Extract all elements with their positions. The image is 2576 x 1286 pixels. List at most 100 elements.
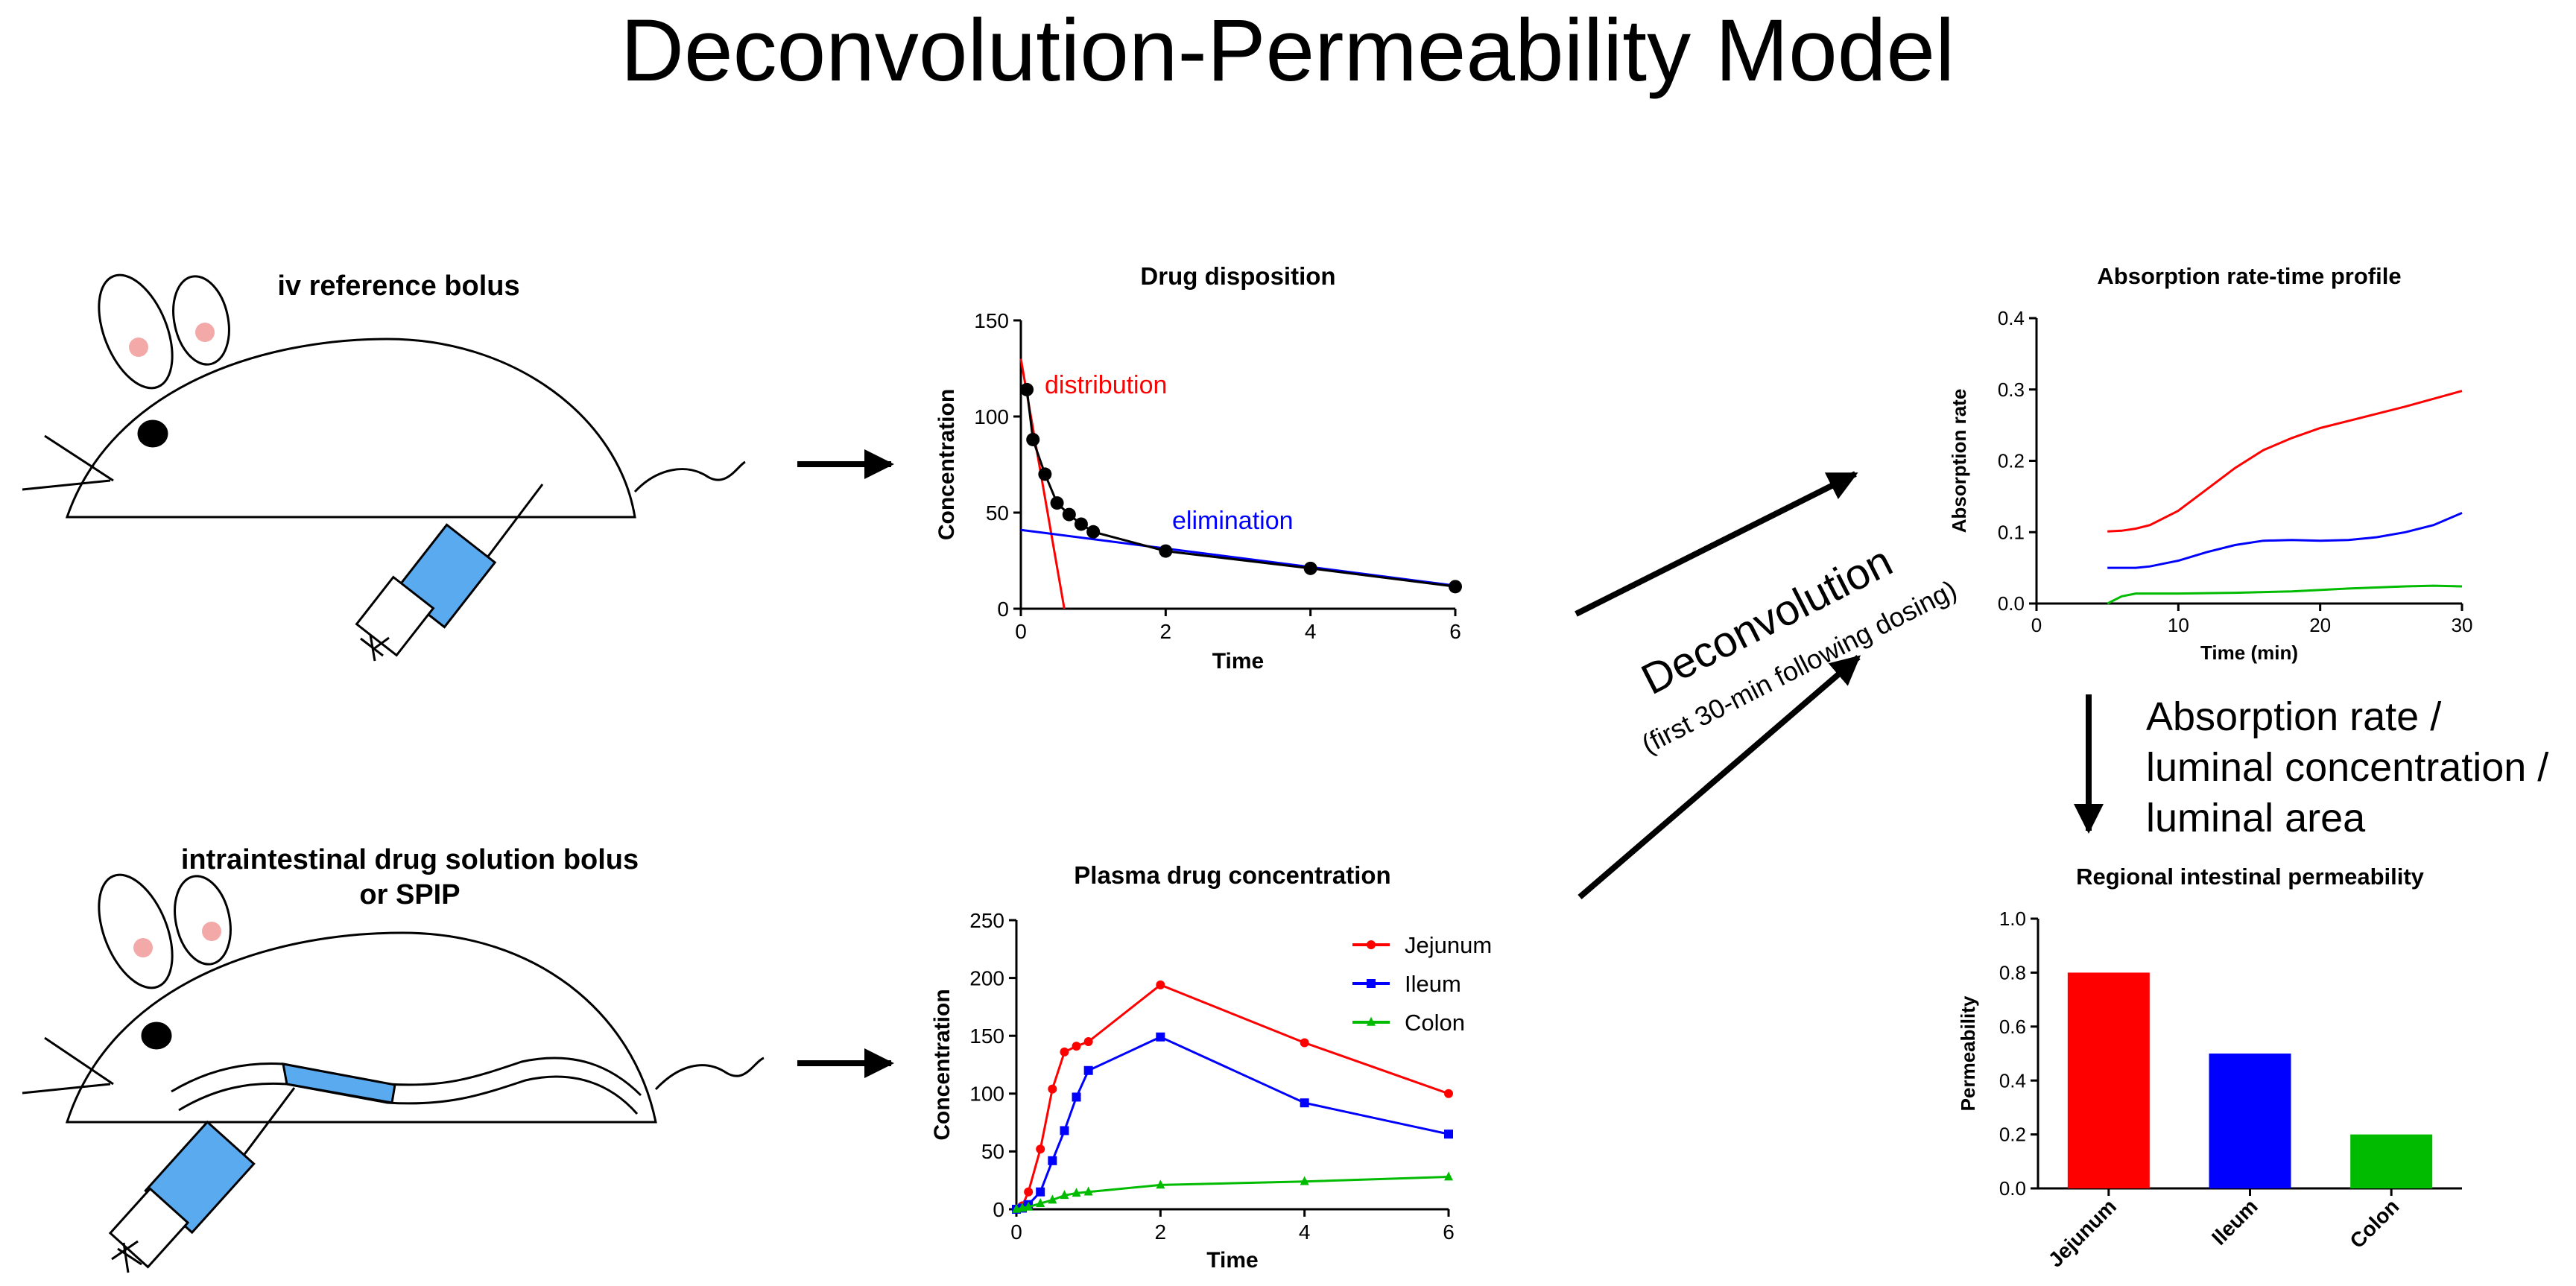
- data-point-jejunum: [1024, 1187, 1034, 1197]
- data-point-colon: [1024, 1201, 1034, 1211]
- data-point-ileum: [1083, 1065, 1093, 1075]
- y-tick-label: 0.8: [1999, 962, 2026, 984]
- mouse-body: [65, 931, 657, 1124]
- x-tick-label: 4: [1299, 1220, 1311, 1244]
- bar-jejunum: [2067, 972, 2150, 1188]
- data-point-ileum: [1156, 1032, 1165, 1042]
- y-tick-label: 0.0: [1998, 592, 2025, 615]
- mouse-tail: [633, 460, 746, 493]
- bar-ileum: [2209, 1054, 2291, 1188]
- intestine-tube: [171, 1057, 642, 1115]
- x-tick-label: 0: [2031, 614, 2042, 636]
- data-point-ileum: [1060, 1126, 1069, 1135]
- y-axis-label: Concentration: [930, 989, 955, 1140]
- iv-label: iv reference bolus: [277, 270, 519, 302]
- series-line-colon: [2107, 584, 2463, 605]
- data-point: [1050, 496, 1064, 510]
- mouse-whiskers: [22, 1036, 114, 1095]
- x-tick-label-colon: Colon: [2345, 1194, 2403, 1252]
- annotation-elimination: elimination: [1172, 507, 1294, 535]
- data-point: [1159, 544, 1173, 558]
- data-point-colon: [1300, 1176, 1309, 1185]
- data-point: [1062, 507, 1076, 522]
- arrow-deconvolution-upper: [1575, 471, 1858, 617]
- data-point-ileum: [1444, 1130, 1453, 1139]
- mouse-tail: [654, 1057, 765, 1091]
- data-point-jejunum: [1156, 980, 1165, 989]
- legend-label-ileum: Ileum: [1405, 971, 1461, 997]
- legend-label-colon: Colon: [1405, 1010, 1465, 1036]
- data-point-ileum: [1048, 1156, 1057, 1165]
- formula-line-3: luminal area: [2146, 796, 2366, 840]
- mouse-eye: [141, 1021, 172, 1050]
- data-point-ileum: [1300, 1098, 1309, 1108]
- mouse-body: [65, 338, 636, 519]
- y-tick-label: 0.3: [1998, 378, 2025, 401]
- data-point: [1026, 432, 1040, 446]
- x-tick-label: 4: [1305, 620, 1317, 643]
- mouse-ear-front: [172, 275, 230, 366]
- data-point: [1449, 580, 1462, 594]
- mouse-whiskers: [22, 434, 114, 491]
- x-tick-label: 6: [1443, 1220, 1455, 1244]
- data-point-colon: [1048, 1194, 1057, 1204]
- arrow-deconvolution-lower: [1577, 654, 1861, 900]
- x-tick-label: 0: [1015, 620, 1027, 643]
- data-point-jejunum: [1036, 1144, 1045, 1154]
- y-tick-label: 200: [969, 966, 1004, 989]
- legend-marker-ileum: [1367, 979, 1376, 988]
- series-line-jejunum: [1016, 983, 1449, 1211]
- data-point-jejunum: [1072, 1042, 1081, 1051]
- ear-pink-dot: [195, 323, 215, 342]
- data-point: [1074, 517, 1088, 531]
- data-point-jejunum: [1300, 1038, 1309, 1048]
- intestine-segment: [282, 1062, 396, 1104]
- x-tick-label-ileum: Ileum: [2207, 1194, 2262, 1249]
- data-point-colon: [1444, 1171, 1453, 1181]
- data-point-jejunum: [1444, 1089, 1453, 1098]
- y-tick-label: 0.4: [1999, 1069, 2026, 1092]
- data-point-ileum: [1036, 1187, 1045, 1197]
- chart-title: Absorption rate-time profile: [2097, 263, 2401, 289]
- formula-line-2: luminal concentration /: [2146, 745, 2548, 790]
- y-tick-label: 1.0: [1999, 908, 2026, 930]
- y-tick-label: 100: [974, 405, 1009, 428]
- mouse-eye: [137, 419, 168, 448]
- y-axis-label: Absorption rate: [1948, 389, 1970, 533]
- data-line: [1025, 389, 1456, 588]
- data-point-colon: [1036, 1198, 1045, 1208]
- intestinal-label-line2: or SPIP: [359, 879, 460, 910]
- data-point-colon: [1156, 1179, 1165, 1189]
- chart-absorption-rate-time-profile: 0 10 20 30 0.0 0.1 0.2 0.3 0.4 Absorption rate-ti…: [1948, 263, 2472, 664]
- x-tick-label: 0: [1010, 1220, 1022, 1244]
- y-tick-label: 0: [993, 1198, 1004, 1221]
- mouse-ear-back: [98, 273, 174, 390]
- legend-label-jejunum: Jejunum: [1405, 932, 1492, 958]
- y-tick-label: 0.4: [1998, 307, 2025, 329]
- formula-text: Absorption rate / luminal concentration …: [2146, 694, 2548, 840]
- flow-arrows: [797, 449, 2104, 1078]
- chart-title: Regional intestinal permeability: [2076, 864, 2425, 890]
- data-point: [1086, 525, 1101, 539]
- x-axis-label: Time (min): [2200, 642, 2298, 664]
- x-tick-label: 6: [1449, 620, 1461, 643]
- y-tick-label: 0.0: [1999, 1177, 2026, 1200]
- data-point-jejunum: [1060, 1047, 1069, 1057]
- figure-title: Deconvolution-Permeability Model: [621, 1, 1955, 100]
- chart-regional-intestinal-permeability: 0.0 0.2 0.4 0.6 0.8 1.0 Regional intestinal pe…: [1957, 864, 2462, 1272]
- x-axis-label: Time: [1212, 649, 1264, 674]
- ear-pink-dot: [129, 338, 148, 357]
- data-point: [1303, 561, 1317, 575]
- series-line-jejunum: [2107, 390, 2463, 533]
- syringe: [108, 1087, 296, 1273]
- bar-colon: [2350, 1134, 2433, 1188]
- mouse-ear-front: [174, 875, 232, 966]
- data-point-jejunum: [1048, 1084, 1057, 1094]
- series-line-colon: [1016, 1176, 1449, 1211]
- elimination-line: [1020, 528, 1456, 587]
- x-tick-label: 2: [1155, 1220, 1167, 1244]
- intestinal-label-line1: intraintestinal drug solution bolus: [181, 844, 639, 875]
- data-point: [1038, 467, 1052, 481]
- y-tick-label: 50: [986, 501, 1009, 525]
